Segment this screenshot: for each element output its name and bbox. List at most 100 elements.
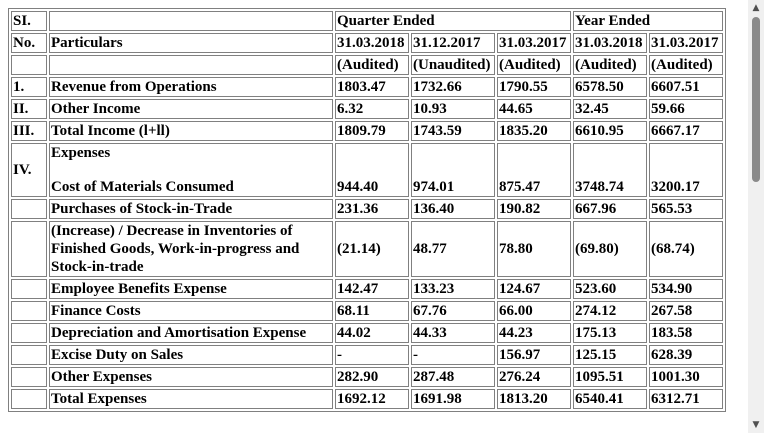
header-sl-bottom: No. — [11, 33, 47, 53]
row-value: 67.76 — [411, 301, 495, 321]
row-value: 6667.17 — [649, 121, 723, 141]
scroll-up-arrow-icon[interactable]: ▲ — [752, 3, 760, 13]
row-value: 267.58 — [649, 301, 723, 321]
header-audit-status: (Audited) — [573, 55, 647, 75]
row-value: 48.77 — [411, 221, 495, 277]
row-label-group: Expenses Cost of Materials Consumed — [49, 143, 333, 197]
table-row: Depreciation and Amortisation Expense 44… — [11, 323, 723, 343]
row-value: 6.32 — [335, 99, 409, 119]
row-label: Employee Benefits Expense — [49, 279, 333, 299]
header-blank — [49, 55, 333, 75]
row-value: 59.66 — [649, 99, 723, 119]
scroll-down-arrow-icon[interactable]: ▼ — [752, 420, 760, 430]
table-row: Finance Costs 68.11 67.76 66.00 274.12 2… — [11, 301, 723, 321]
financial-results-table: SI. Quarter Ended Year Ended No. Particu… — [8, 8, 726, 412]
scrollbar-thumb[interactable] — [752, 17, 760, 182]
header-row-2: No. Particulars 31.03.2018 31.12.2017 31… — [11, 33, 723, 53]
row-value: 133.23 — [411, 279, 495, 299]
row-value: 1743.59 — [411, 121, 495, 141]
row-value: 1803.47 — [335, 77, 409, 97]
row-sl — [11, 367, 47, 387]
expenses-heading: Expenses — [51, 145, 111, 161]
row-label: Total Income (l+ll) — [49, 121, 333, 141]
row-value: 231.36 — [335, 199, 409, 219]
row-label: (Increase) / Decrease in Inventories of … — [49, 221, 333, 277]
table-row: Total Expenses 1692.12 1691.98 1813.20 6… — [11, 389, 723, 409]
header-date: 31.03.2017 — [497, 33, 571, 53]
row-value: 276.24 — [497, 367, 571, 387]
header-row-3: (Audited) (Unaudited) (Audited) (Audited… — [11, 55, 723, 75]
row-value: 142.47 — [335, 279, 409, 299]
row-value: 32.45 — [573, 99, 647, 119]
row-value: 124.67 — [497, 279, 571, 299]
row-sl — [11, 279, 47, 299]
row-value: 282.90 — [335, 367, 409, 387]
row-label: Cost of Materials Consumed — [51, 179, 234, 195]
row-label: Other Expenses — [49, 367, 333, 387]
row-sl — [11, 199, 47, 219]
vertical-scrollbar[interactable]: ▲ ▼ — [748, 0, 764, 433]
row-value: 6578.50 — [573, 77, 647, 97]
row-value: 156.97 — [497, 345, 571, 365]
header-sl-top: SI. — [11, 11, 47, 31]
header-audit-status: (Audited) — [335, 55, 409, 75]
row-sl: 1. — [11, 77, 47, 97]
row-value: 875.47 — [497, 143, 571, 197]
row-label: Revenue from Operations — [49, 77, 333, 97]
row-value: 6312.71 — [649, 389, 723, 409]
row-label: Depreciation and Amortisation Expense — [49, 323, 333, 343]
row-label: Total Expenses — [49, 389, 333, 409]
row-value: - — [411, 345, 495, 365]
row-value: 183.58 — [649, 323, 723, 343]
row-value: 1692.12 — [335, 389, 409, 409]
table-row: Employee Benefits Expense 142.47 133.23 … — [11, 279, 723, 299]
row-value: 3200.17 — [649, 143, 723, 197]
table-row: II. Other Income 6.32 10.93 44.65 32.45 … — [11, 99, 723, 119]
row-value: (68.74) — [649, 221, 723, 277]
row-value: 175.13 — [573, 323, 647, 343]
row-value: 274.12 — [573, 301, 647, 321]
header-row-1: SI. Quarter Ended Year Ended — [11, 11, 723, 31]
row-value: 68.11 — [335, 301, 409, 321]
row-sl: III. — [11, 121, 47, 141]
table-row: Purchases of Stock-in-Trade 231.36 136.4… — [11, 199, 723, 219]
row-value: 6610.95 — [573, 121, 647, 141]
row-value: 66.00 — [497, 301, 571, 321]
row-value: 1691.98 — [411, 389, 495, 409]
row-value: 44.33 — [411, 323, 495, 343]
row-sl — [11, 389, 47, 409]
row-label: Other Income — [49, 99, 333, 119]
table-row: IV. Expenses Cost of Materials Consumed … — [11, 143, 723, 197]
row-value: (69.80) — [573, 221, 647, 277]
row-value: 1001.30 — [649, 367, 723, 387]
row-value: 6540.41 — [573, 389, 647, 409]
row-sl: II. — [11, 99, 47, 119]
header-date: 31.03.2018 — [573, 33, 647, 53]
row-value: (21.14) — [335, 221, 409, 277]
header-date: 31.12.2017 — [411, 33, 495, 53]
row-value: 44.02 — [335, 323, 409, 343]
document-viewport: SI. Quarter Ended Year Ended No. Particu… — [8, 8, 726, 412]
row-label: Finance Costs — [49, 301, 333, 321]
header-blank — [11, 55, 47, 75]
row-value: 6607.51 — [649, 77, 723, 97]
row-label: Purchases of Stock-in-Trade — [49, 199, 333, 219]
row-sl — [11, 323, 47, 343]
header-particulars: Particulars — [49, 33, 333, 53]
row-value: 287.48 — [411, 367, 495, 387]
row-value: 974.01 — [411, 143, 495, 197]
row-value: 628.39 — [649, 345, 723, 365]
header-year-ended: Year Ended — [573, 11, 723, 31]
header-audit-status: (Unaudited) — [411, 55, 495, 75]
row-sl: IV. — [11, 143, 47, 197]
row-label: Excise Duty on Sales — [49, 345, 333, 365]
row-value: 1813.20 — [497, 389, 571, 409]
table-row: Excise Duty on Sales - - 156.97 125.15 6… — [11, 345, 723, 365]
row-value: - — [335, 345, 409, 365]
table-row: Other Expenses 282.90 287.48 276.24 1095… — [11, 367, 723, 387]
row-value: 944.40 — [335, 143, 409, 197]
header-quarter-ended: Quarter Ended — [335, 11, 571, 31]
table-row: III. Total Income (l+ll) 1809.79 1743.59… — [11, 121, 723, 141]
header-audit-status: (Audited) — [497, 55, 571, 75]
header-blank — [49, 11, 333, 31]
